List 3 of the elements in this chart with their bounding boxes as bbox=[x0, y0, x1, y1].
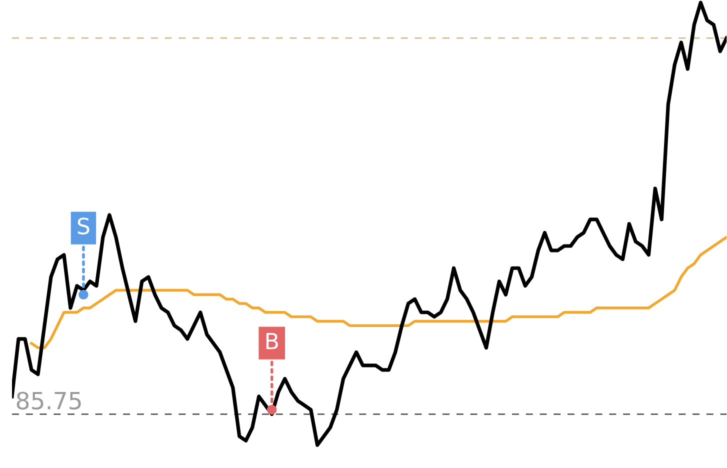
annotation: 85.75 bbox=[16, 392, 81, 410]
annotation: B bbox=[266, 332, 278, 350]
annotation: S bbox=[78, 218, 90, 234]
